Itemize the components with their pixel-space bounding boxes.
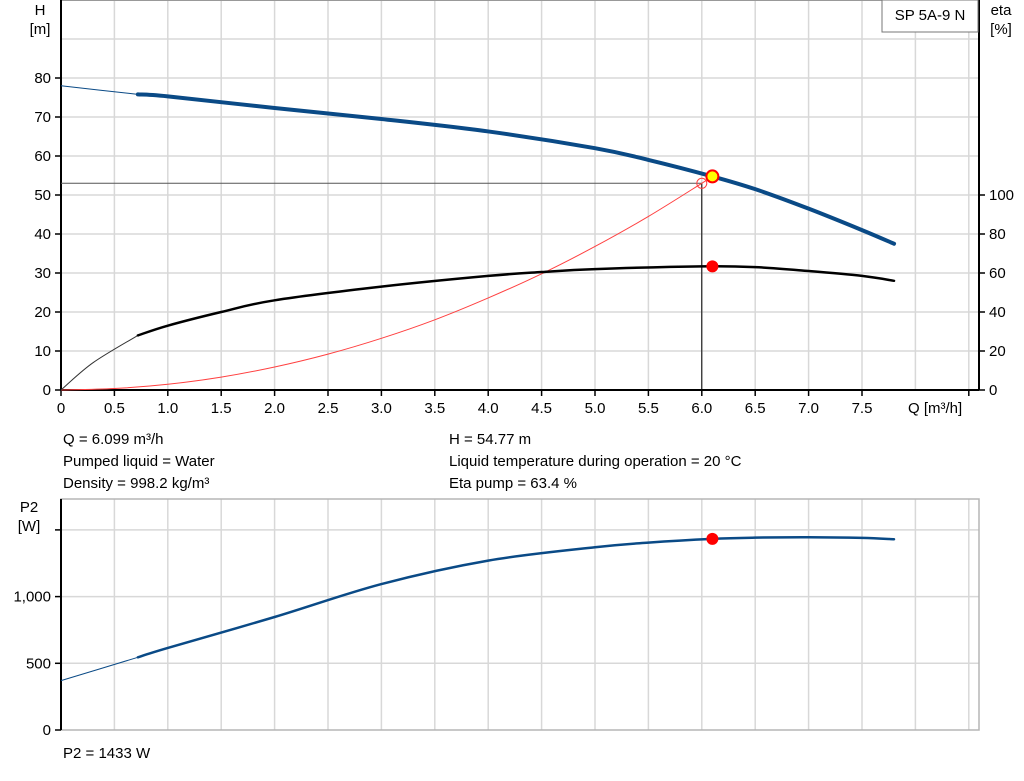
x-tick-label: 0.5 bbox=[104, 400, 125, 417]
model-label: SP 5A-9 N bbox=[895, 7, 966, 24]
x-tick-label: 2.5 bbox=[318, 400, 339, 417]
model-label-box bbox=[881, 0, 979, 33]
y-tick-label-left: 50 bbox=[34, 187, 51, 204]
info-head: H = 54.77 m bbox=[449, 431, 532, 448]
y-tick-label-left: 0 bbox=[43, 382, 51, 399]
y-axis-label-right-unit: [%] bbox=[990, 21, 1012, 38]
x-tick-label: 7.5 bbox=[852, 400, 873, 417]
x-tick-label: 6.0 bbox=[691, 400, 712, 417]
y-tick-label-p2: 1,000 bbox=[13, 589, 51, 606]
x-tick-label: 4.0 bbox=[478, 400, 499, 417]
system-curve bbox=[60, 182, 703, 391]
x-tick-label: 4.5 bbox=[531, 400, 552, 417]
y-axis-label-p2-unit: [W] bbox=[18, 518, 41, 535]
y-tick-label-left: 40 bbox=[34, 226, 51, 243]
y-tick-label-right: 0 bbox=[989, 382, 997, 399]
x-tick-label: 5.5 bbox=[638, 400, 659, 417]
y-tick-label-right: 40 bbox=[989, 304, 1006, 321]
info-density: Density = 998.2 kg/m³ bbox=[63, 475, 210, 492]
x-tick-label: 0 bbox=[57, 400, 65, 417]
y-axis-label-p2: P2 bbox=[20, 499, 38, 516]
head-curve-extrapolated bbox=[60, 85, 138, 95]
x-tick-label: 1.0 bbox=[157, 400, 178, 417]
duty-point-marker bbox=[696, 177, 708, 189]
power-curve-extrapolated bbox=[60, 656, 139, 682]
x-axis-label: Q [m³/h] bbox=[908, 400, 962, 417]
info-eta: Eta pump = 63.4 % bbox=[449, 475, 577, 492]
x-tick-label: 7.0 bbox=[798, 400, 819, 417]
y-tick-label-left: 10 bbox=[34, 343, 51, 360]
y-tick-label-p2: 0 bbox=[43, 722, 51, 739]
y-axis-label-right: eta bbox=[991, 2, 1013, 19]
x-tick-label: 2.0 bbox=[264, 400, 285, 417]
y-tick-label-right: 100 bbox=[989, 187, 1014, 204]
y-tick-label-right: 80 bbox=[989, 226, 1006, 243]
y-tick-label-left: 70 bbox=[34, 109, 51, 126]
x-tick-label: 6.5 bbox=[745, 400, 766, 417]
info-p2: P2 = 1433 W bbox=[63, 745, 151, 762]
y-axis-label-left-unit: [m] bbox=[30, 21, 51, 38]
y-tick-label-left: 80 bbox=[34, 70, 51, 87]
info-liquid: Pumped liquid = Water bbox=[63, 453, 215, 470]
info-flow: Q = 6.099 m³/h bbox=[63, 431, 164, 448]
x-tick-label: 1.5 bbox=[211, 400, 232, 417]
plot-border bbox=[60, 498, 980, 731]
efficiency-operating-point bbox=[706, 260, 719, 273]
y-tick-label-left: 30 bbox=[34, 265, 51, 282]
head-curve bbox=[135, 92, 897, 246]
x-tick-label: 3.5 bbox=[424, 400, 445, 417]
y-tick-label-left: 20 bbox=[34, 304, 51, 321]
y-tick-label-right: 20 bbox=[989, 343, 1006, 360]
efficiency-curve-extrapolated bbox=[60, 334, 139, 391]
y-tick-label-right: 60 bbox=[989, 265, 1006, 282]
operating-point bbox=[705, 169, 720, 184]
y-tick-label-p2: 500 bbox=[26, 655, 51, 672]
x-tick-label: 3.0 bbox=[371, 400, 392, 417]
x-tick-label: 5.0 bbox=[585, 400, 606, 417]
efficiency-curve bbox=[136, 264, 896, 337]
power-curve bbox=[136, 535, 896, 659]
y-axis-label-left: H bbox=[35, 2, 46, 19]
power-operating-point bbox=[706, 532, 719, 545]
y-tick-label-left: 60 bbox=[34, 148, 51, 165]
info-temperature: Liquid temperature during operation = 20… bbox=[449, 453, 742, 470]
